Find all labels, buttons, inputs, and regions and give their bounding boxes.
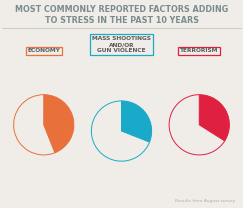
Text: ECONOMY: ECONOMY	[27, 48, 60, 53]
Wedge shape	[91, 101, 149, 161]
Wedge shape	[169, 95, 225, 155]
Text: Results from August survey: Results from August survey	[175, 199, 236, 203]
Text: MASS SHOOTINGS
AND/OR
GUN VIOLENCE: MASS SHOOTINGS AND/OR GUN VIOLENCE	[92, 36, 151, 53]
Wedge shape	[122, 101, 152, 142]
Ellipse shape	[187, 112, 212, 137]
Text: MOST COMMONLY REPORTED FACTORS ADDING: MOST COMMONLY REPORTED FACTORS ADDING	[15, 5, 228, 14]
Wedge shape	[199, 95, 229, 141]
Text: 44%: 44%	[33, 121, 55, 130]
Wedge shape	[44, 95, 74, 153]
Ellipse shape	[109, 118, 134, 144]
Text: 34%: 34%	[189, 121, 210, 130]
Wedge shape	[14, 95, 55, 155]
Text: TO STRESS IN THE PAST 10 YEARS: TO STRESS IN THE PAST 10 YEARS	[44, 16, 199, 25]
Text: 31%: 31%	[111, 128, 132, 137]
Ellipse shape	[31, 112, 56, 137]
Text: TERRORISM: TERRORISM	[180, 48, 218, 53]
